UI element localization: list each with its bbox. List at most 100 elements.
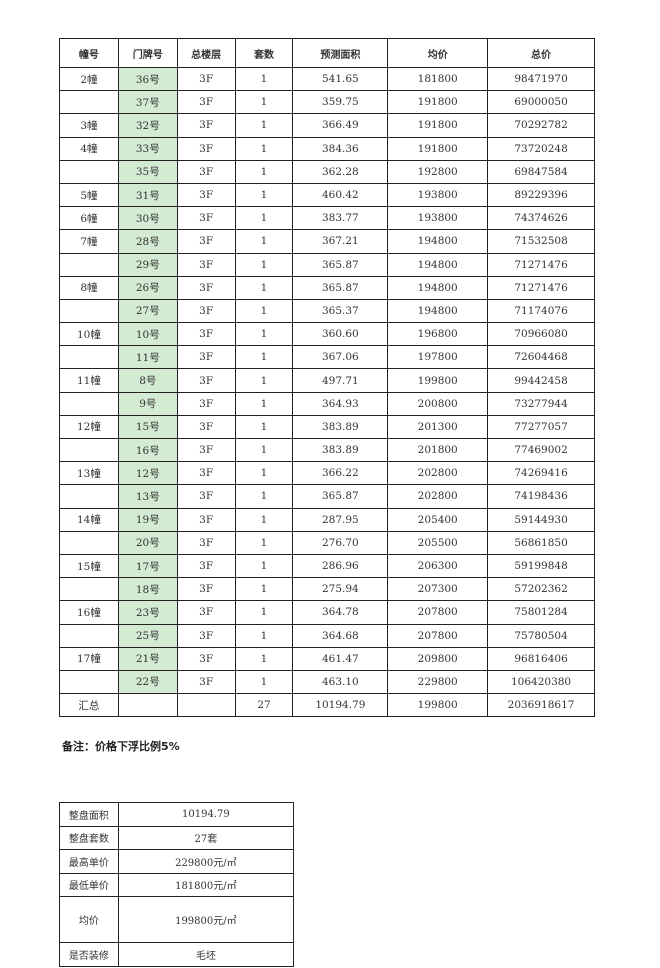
- cell-area: 384.36: [292, 136, 389, 161]
- cell-units: 1: [234, 646, 294, 671]
- cell-avg-price: 206300: [387, 553, 489, 579]
- cell-area: 541.65: [292, 66, 389, 92]
- cell-door-number: 15号: [117, 414, 178, 440]
- cell-avg-price: 194800: [387, 252, 489, 277]
- cell-door-number: 28号: [117, 229, 178, 254]
- table-row: 13号 3F 1 365.87 202800 74198436: [59, 484, 595, 509]
- table-row: 20号 3F 1 276.70 205500 56861850: [59, 530, 595, 555]
- cell-units: 1: [234, 507, 294, 532]
- cell-units: 1: [234, 391, 294, 416]
- cell-avg-price: 199800: [387, 693, 489, 718]
- cell-total-price: 72604468: [487, 345, 595, 370]
- cell-door-number: 22号: [117, 669, 178, 695]
- summary-value: 毛坯: [117, 942, 295, 967]
- cell-building: 4幢: [59, 136, 119, 161]
- summary-value: 10194.79: [117, 802, 295, 827]
- cell-total-price: 74269416: [487, 461, 595, 486]
- cell-total-price: 69000050: [487, 90, 595, 115]
- cell-total-price: 69847584: [487, 159, 595, 184]
- cell-avg-price: 196800: [387, 322, 489, 347]
- table-row: 17幢 21号 3F 1 461.47 209800 96816406: [59, 646, 595, 671]
- cell-building: [59, 391, 119, 416]
- cell-units: 1: [234, 159, 294, 184]
- cell-units: 1: [234, 437, 294, 463]
- cell-building: [59, 159, 119, 184]
- table-row: 12幢 15号 3F 1 383.89 201300 77277057: [59, 414, 595, 440]
- summary-row: 是否装修 毛坯: [59, 942, 295, 967]
- cell-units: 1: [234, 669, 294, 695]
- summary-label: 整盘套数: [59, 825, 119, 850]
- table-header-row: 幢号 门牌号 总楼层 套数 预测面积 均价 总价: [59, 38, 595, 68]
- cell-total-price: 77277057: [487, 414, 595, 440]
- cell-floors: 3F: [176, 275, 236, 300]
- table-row: 2幢 36号 3F 1 541.65 181800 98471970: [59, 66, 595, 92]
- table-row: 8幢 26号 3F 1 365.87 194800 71271476: [59, 275, 595, 300]
- cell-building: 13幢: [59, 461, 119, 486]
- cell-area: 367.21: [292, 229, 389, 254]
- summary-value: 27套: [117, 825, 295, 850]
- cell-door-number: 23号: [117, 600, 178, 625]
- cell-avg-price: 191800: [387, 113, 489, 138]
- cell-floors: 3F: [176, 206, 236, 231]
- cell-units: 1: [234, 414, 294, 440]
- cell-floors: [176, 693, 236, 718]
- cell-avg-price: 197800: [387, 345, 489, 370]
- header-total-price: 总价: [487, 38, 595, 68]
- cell-floors: 3F: [176, 577, 236, 602]
- summary-row: 整盘面积 10194.79: [59, 802, 295, 827]
- cell-total-price: 71271476: [487, 252, 595, 277]
- cell-total-price: 106420380: [487, 669, 595, 695]
- cell-building: [59, 623, 119, 648]
- cell-door-number: 27号: [117, 298, 178, 324]
- cell-area: 383.89: [292, 414, 389, 440]
- cell-total-price: 56861850: [487, 530, 595, 555]
- table-row: 11幢 8号 3F 1 497.71 199800 99442458: [59, 368, 595, 393]
- cell-avg-price: 191800: [387, 90, 489, 115]
- cell-total-price: 75801284: [487, 600, 595, 625]
- table-row: 37号 3F 1 359.75 191800 69000050: [59, 90, 595, 115]
- cell-door-number: 36号: [117, 66, 178, 92]
- cell-floors: 3F: [176, 507, 236, 532]
- cell-building: 5幢: [59, 182, 119, 208]
- cell-door-number: 35号: [117, 159, 178, 184]
- cell-avg-price: 200800: [387, 391, 489, 416]
- table-row: 7幢 28号 3F 1 367.21 194800 71532508: [59, 229, 595, 254]
- table-row: 35号 3F 1 362.28 192800 69847584: [59, 159, 595, 184]
- cell-area: 497.71: [292, 368, 389, 393]
- cell-floors: 3F: [176, 530, 236, 555]
- cell-total-price: 74198436: [487, 484, 595, 509]
- header-area: 预测面积: [292, 38, 389, 68]
- table-row: 18号 3F 1 275.94 207300 57202362: [59, 577, 595, 602]
- cell-building: [59, 252, 119, 277]
- table-row: 22号 3F 1 463.10 229800 106420380: [59, 669, 595, 695]
- cell-avg-price: 229800: [387, 669, 489, 695]
- cell-avg-price: 191800: [387, 136, 489, 161]
- table-row: 4幢 33号 3F 1 384.36 191800 73720248: [59, 136, 595, 161]
- cell-floors: 3F: [176, 322, 236, 347]
- cell-floors: 3F: [176, 600, 236, 625]
- cell-floors: 3F: [176, 623, 236, 648]
- cell-building: 11幢: [59, 368, 119, 393]
- cell-total-price: 2036918617: [487, 693, 595, 718]
- cell-building: 17幢: [59, 646, 119, 671]
- cell-units: 1: [234, 461, 294, 486]
- cell-building: [59, 90, 119, 115]
- price-note: 备注：价格下浮比例5%: [62, 740, 180, 753]
- cell-building: 12幢: [59, 414, 119, 440]
- cell-building: [59, 298, 119, 324]
- cell-avg-price: 201800: [387, 437, 489, 463]
- cell-area: 463.10: [292, 669, 389, 695]
- table-row: 16号 3F 1 383.89 201800 77469002: [59, 437, 595, 463]
- cell-door-number: 25号: [117, 623, 178, 648]
- cell-door-number: 10号: [117, 322, 178, 347]
- table-row: 15幢 17号 3F 1 286.96 206300 59199848: [59, 553, 595, 579]
- cell-units: 1: [234, 577, 294, 602]
- cell-area: 364.93: [292, 391, 389, 416]
- cell-building: [59, 577, 119, 602]
- cell-avg-price: 194800: [387, 298, 489, 324]
- cell-door-number: 9号: [117, 391, 178, 416]
- table-row: 5幢 31号 3F 1 460.42 193800 89229396: [59, 182, 595, 208]
- summary-value: 199800元/㎡: [117, 896, 295, 943]
- header-door-number: 门牌号: [117, 38, 178, 68]
- cell-units: 1: [234, 623, 294, 648]
